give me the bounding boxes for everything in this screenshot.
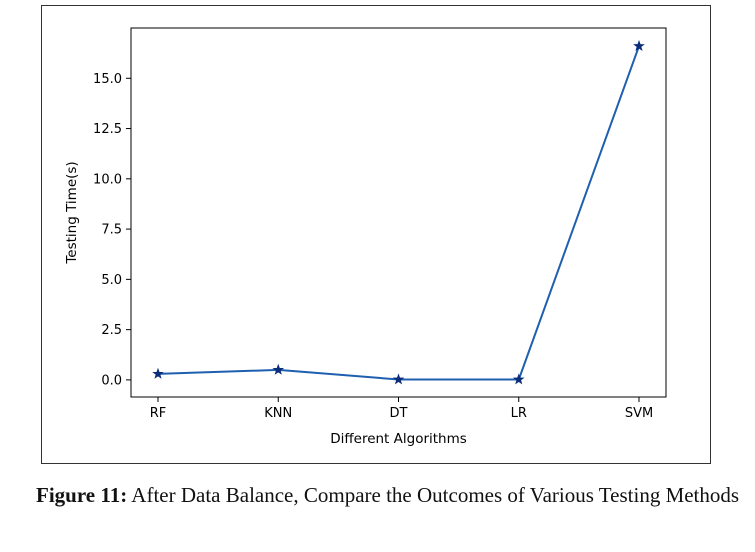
data-point-star bbox=[633, 39, 645, 52]
y-axis-title: Testing Time(s) bbox=[64, 161, 80, 264]
data-point-star bbox=[152, 367, 164, 379]
y-tick-label: 7.5 bbox=[101, 223, 122, 238]
y-tick-label: 10.0 bbox=[93, 172, 122, 187]
x-tick-label: KNN bbox=[264, 406, 292, 421]
x-axis: RF KNN DT LR SVM bbox=[150, 397, 653, 421]
data-point-star bbox=[392, 373, 405, 385]
y-tick-label: 15.0 bbox=[93, 72, 122, 87]
figure-frame: 0.0 2.5 5.0 7.5 10.0 12.5 15.0 RF KNN DT LR SVM Di… bbox=[41, 5, 711, 464]
y-tick-label: 5.0 bbox=[101, 273, 122, 288]
data-point-star bbox=[512, 373, 525, 385]
data-point-star bbox=[272, 363, 285, 375]
x-tick-label: LR bbox=[511, 406, 527, 421]
x-tick-label: DT bbox=[390, 406, 408, 421]
series-group bbox=[152, 39, 645, 385]
y-tick-label: 12.5 bbox=[93, 122, 122, 137]
x-tick-label: RF bbox=[150, 406, 167, 421]
figure-caption: Figure 11: After Data Balance, Compare t… bbox=[36, 482, 751, 509]
figure-caption-label: Figure 11: bbox=[36, 483, 128, 507]
plot-area bbox=[130, 27, 667, 398]
y-tick-label: 2.5 bbox=[101, 323, 122, 338]
y-tick-label: 0.0 bbox=[101, 373, 122, 388]
x-axis-title: Different Algorithms bbox=[330, 431, 467, 447]
line-chart: 0.0 2.5 5.0 7.5 10.0 12.5 15.0 RF KNN DT LR SVM Di… bbox=[64, 27, 667, 447]
x-tick-label: SVM bbox=[625, 406, 653, 421]
y-axis: 0.0 2.5 5.0 7.5 10.0 12.5 15.0 bbox=[93, 72, 131, 388]
figure-caption-text: After Data Balance, Compare the Outcomes… bbox=[127, 483, 740, 507]
